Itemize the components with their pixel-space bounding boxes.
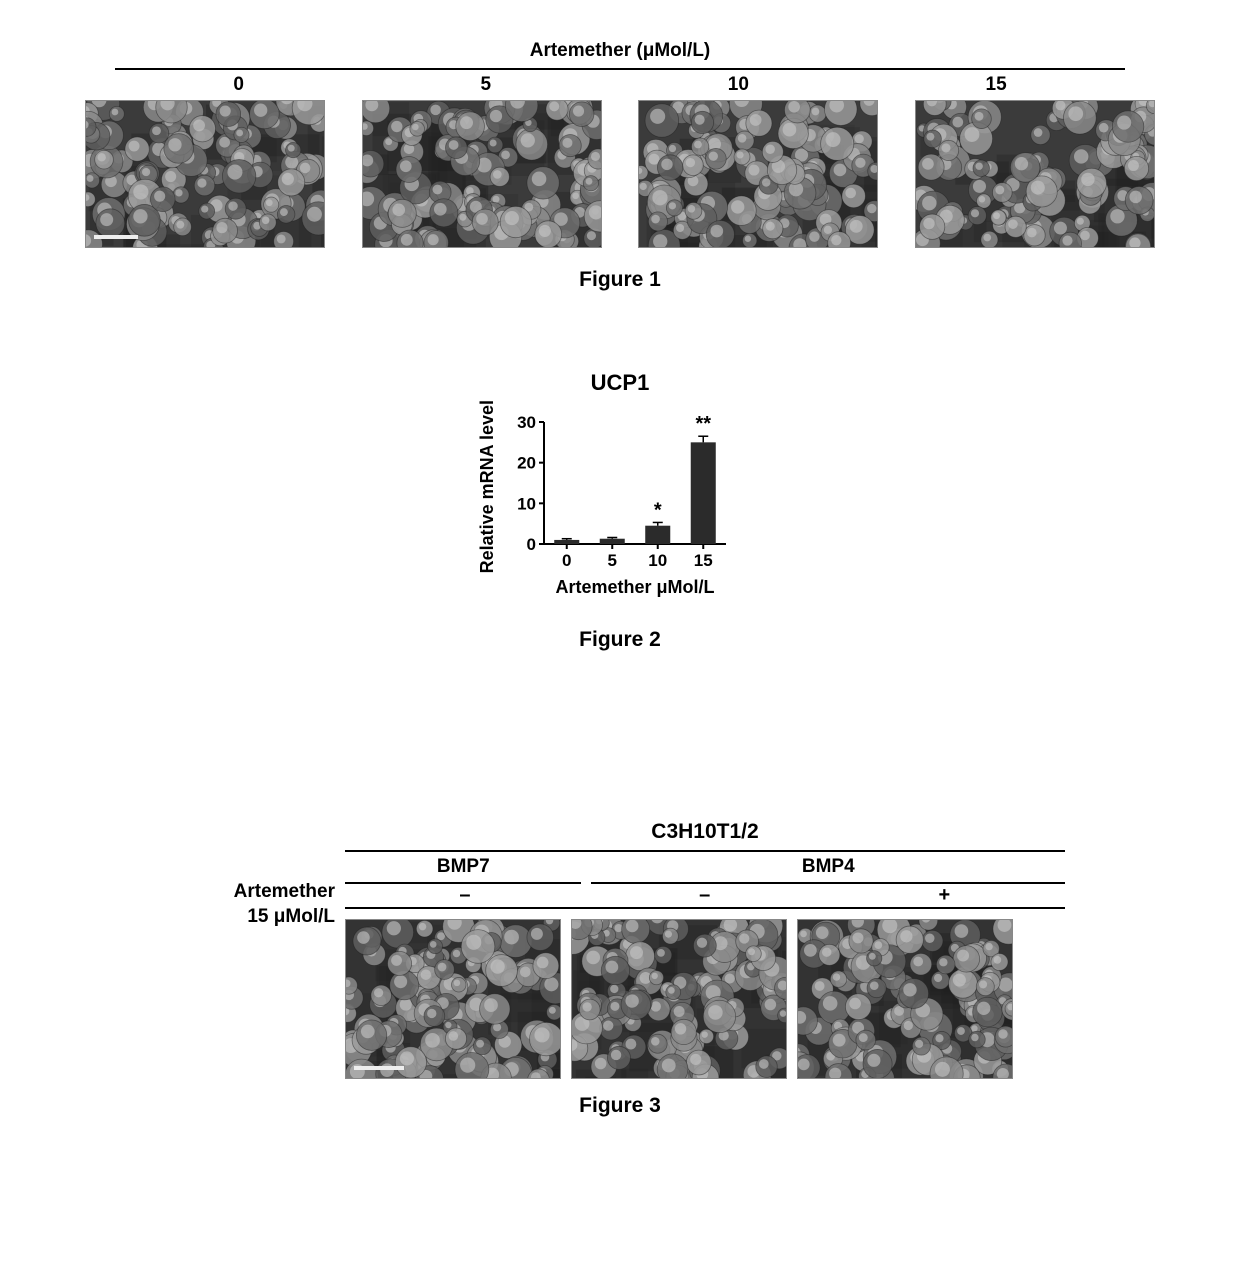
figure-3-pm-cell: –	[585, 884, 825, 907]
svg-text:**: **	[695, 413, 711, 435]
svg-text:5: 5	[607, 551, 616, 570]
figure-2-xlabel: Artemether μMol/L	[375, 577, 895, 598]
figure-1-micrograph-1	[362, 100, 602, 248]
figure-3-bmp7-header: BMP7	[345, 856, 581, 884]
figure-3-micrograph-2	[797, 919, 1013, 1079]
figure-3-cell-line-title: C3H10T1/2	[345, 820, 1065, 844]
figure-3-dose-label: 15 μMol/L	[175, 905, 345, 930]
figure-1: Artemether (μMol/L) 0 5 10 15 Figure 1	[85, 40, 1155, 292]
figure-3-left-labels: Artemether 15 μMol/L	[175, 820, 345, 1079]
figure-1-image-row	[85, 100, 1155, 248]
svg-text:*: *	[653, 499, 661, 521]
figure-3-pm-cell: –	[345, 884, 585, 907]
figure-3-micrograph-1	[571, 919, 787, 1079]
svg-text:0: 0	[562, 551, 571, 570]
figure-2: UCP1 Relative mRNA level 0 10 20 30 0 5 * 10 ** 1…	[345, 370, 895, 652]
figure-1-micrograph-0	[85, 100, 325, 248]
svg-text:15: 15	[693, 551, 712, 570]
figure-1-caption: Figure 1	[85, 268, 1155, 292]
figure-1-dose-label: 10	[728, 74, 749, 96]
svg-text:30: 30	[517, 413, 536, 432]
figure-3-pm-row: – – +	[345, 884, 1065, 909]
figure-2-chart: UCP1 Relative mRNA level 0 10 20 30 0 5 * 10 ** 1…	[345, 370, 895, 598]
figure-3-caption: Figure 3	[175, 1094, 1065, 1118]
svg-text:0: 0	[526, 535, 535, 554]
svg-text:10: 10	[648, 551, 667, 570]
figure-2-chart-title: UCP1	[345, 370, 895, 396]
figure-3-bmp4-header: BMP4	[591, 856, 1065, 884]
figure-3-rule	[345, 850, 1065, 852]
figure-2-bar-chart-svg: 0 10 20 30 0 5 * 10 ** 15	[504, 402, 764, 572]
svg-text:20: 20	[517, 453, 536, 472]
figure-3-image-row	[345, 919, 1065, 1079]
figure-3-compound-label: Artemether	[175, 880, 345, 905]
figure-2-ylabel: Relative mRNA level	[477, 400, 498, 573]
figure-1-dose-row: 0 5 10 15	[85, 74, 1155, 96]
figure-1-dose-label: 5	[481, 74, 492, 96]
figure-1-rule	[115, 68, 1125, 70]
figure-3: Artemether 15 μMol/L C3H10T1/2 BMP7 BMP4…	[175, 820, 1065, 1118]
figure-1-super-title: Artemether (μMol/L)	[85, 40, 1155, 62]
figure-2-caption: Figure 2	[345, 628, 895, 652]
figure-1-dose-label: 15	[986, 74, 1007, 96]
figure-1-micrograph-3	[915, 100, 1155, 248]
figure-1-micrograph-2	[638, 100, 878, 248]
figure-1-dose-label: 0	[233, 74, 244, 96]
figure-3-bmp-header-row: BMP7 BMP4	[345, 856, 1065, 884]
figure-3-pm-cell: +	[825, 884, 1065, 907]
figure-3-micrograph-0	[345, 919, 561, 1079]
svg-text:10: 10	[517, 494, 536, 513]
